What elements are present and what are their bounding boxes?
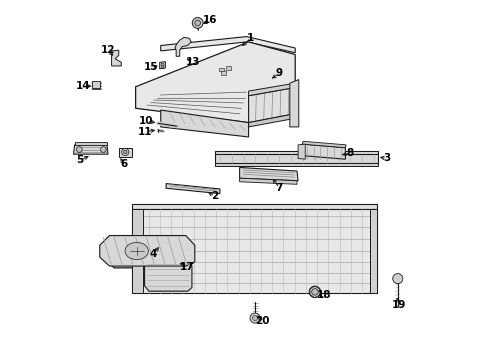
Text: 16: 16 (202, 15, 217, 26)
Text: 15: 15 (144, 62, 158, 72)
Text: 20: 20 (255, 316, 270, 325)
Polygon shape (240, 167, 298, 181)
Polygon shape (132, 204, 377, 209)
Polygon shape (166, 184, 220, 194)
Circle shape (126, 250, 133, 257)
Polygon shape (161, 37, 295, 53)
Text: 19: 19 (392, 300, 406, 310)
Polygon shape (215, 163, 378, 166)
Text: 13: 13 (186, 57, 200, 67)
Circle shape (393, 274, 403, 284)
Polygon shape (112, 241, 187, 265)
Bar (220, 71, 226, 75)
Circle shape (123, 247, 136, 260)
Text: 14: 14 (75, 81, 90, 91)
Circle shape (312, 289, 318, 295)
Bar (92, 81, 100, 88)
Polygon shape (119, 148, 132, 157)
Polygon shape (302, 144, 345, 159)
Polygon shape (302, 141, 346, 148)
Polygon shape (161, 110, 248, 137)
Polygon shape (370, 209, 377, 293)
Polygon shape (136, 42, 295, 123)
Text: 2: 2 (211, 191, 218, 201)
Circle shape (252, 316, 258, 320)
Circle shape (100, 147, 106, 152)
Polygon shape (145, 261, 192, 291)
Polygon shape (215, 150, 378, 154)
Polygon shape (132, 209, 377, 293)
Polygon shape (112, 50, 122, 66)
Text: 9: 9 (275, 68, 283, 78)
Circle shape (309, 286, 320, 298)
Text: 4: 4 (150, 248, 157, 258)
Text: 6: 6 (120, 159, 127, 169)
Circle shape (195, 20, 200, 26)
Circle shape (192, 18, 203, 28)
Polygon shape (215, 154, 378, 163)
Polygon shape (290, 80, 299, 127)
Circle shape (122, 148, 129, 156)
Text: 7: 7 (275, 183, 283, 193)
Text: 5: 5 (75, 155, 83, 165)
Text: 1: 1 (247, 33, 254, 43)
Polygon shape (248, 87, 295, 123)
Polygon shape (175, 37, 191, 56)
Polygon shape (204, 51, 243, 64)
Polygon shape (132, 209, 143, 293)
Polygon shape (298, 144, 305, 159)
Polygon shape (160, 62, 166, 69)
Polygon shape (240, 178, 297, 184)
Text: 17: 17 (180, 262, 194, 272)
Polygon shape (136, 93, 161, 110)
Text: 18: 18 (317, 291, 331, 301)
Text: 8: 8 (346, 148, 353, 158)
Text: 3: 3 (383, 153, 390, 163)
Circle shape (123, 150, 127, 154)
Circle shape (161, 63, 164, 66)
Circle shape (76, 147, 82, 152)
Circle shape (250, 313, 260, 323)
Circle shape (161, 65, 164, 68)
Polygon shape (74, 142, 107, 145)
Polygon shape (248, 114, 295, 127)
Text: 11: 11 (138, 127, 152, 136)
Polygon shape (104, 235, 193, 268)
Ellipse shape (125, 242, 148, 260)
Bar (219, 68, 224, 71)
Bar (226, 66, 231, 70)
Polygon shape (74, 145, 108, 154)
Polygon shape (100, 235, 195, 266)
Polygon shape (248, 83, 295, 96)
Text: 10: 10 (139, 116, 154, 126)
Text: 12: 12 (101, 45, 115, 55)
Circle shape (153, 248, 161, 257)
